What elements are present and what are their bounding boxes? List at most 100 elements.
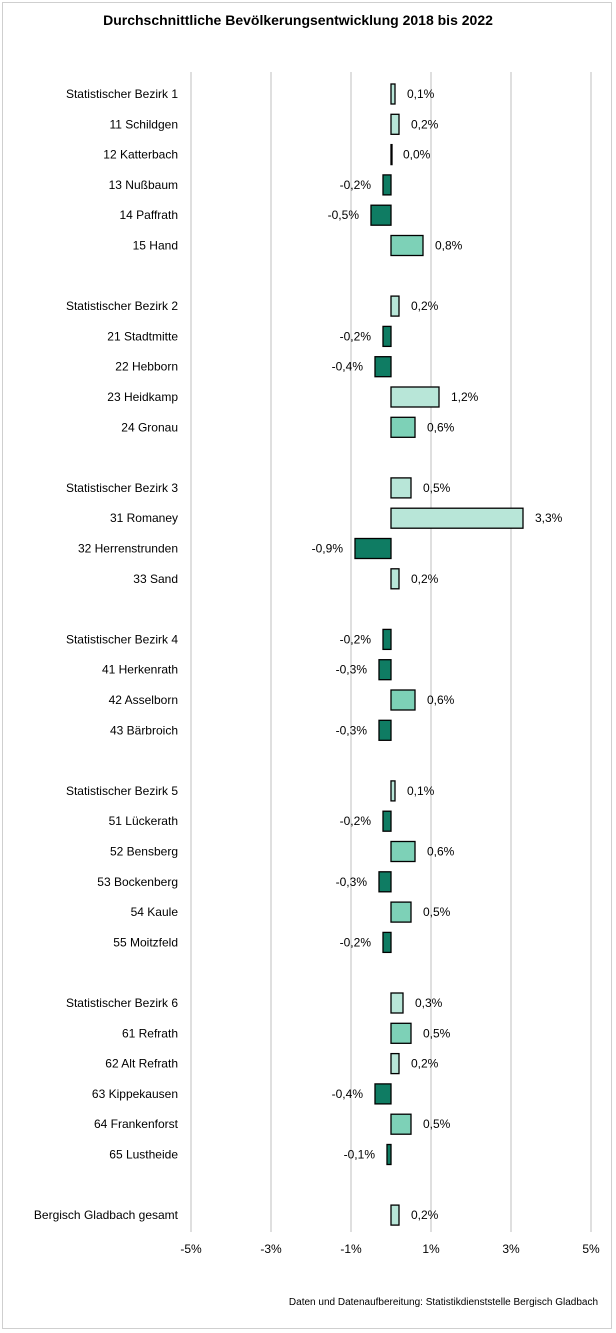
bar — [390, 234, 424, 257]
data-label: -0,2% — [340, 632, 372, 646]
data-label: 0,2% — [411, 117, 439, 131]
bar — [390, 1204, 400, 1226]
category-label: Statistischer Bezirk 3 — [66, 481, 178, 495]
bar — [390, 689, 416, 711]
x-tick-label: -5% — [180, 1242, 202, 1256]
bar — [382, 931, 392, 954]
bar — [378, 719, 392, 741]
bar — [390, 507, 524, 529]
bar — [370, 204, 392, 226]
data-label: -0,2% — [340, 814, 372, 828]
bar — [386, 1143, 392, 1166]
data-label: 0,2% — [411, 1057, 439, 1071]
x-tick-label: 3% — [502, 1242, 520, 1256]
data-label: 1,2% — [451, 390, 479, 404]
bar — [390, 780, 396, 802]
category-label: 64 Frankenforst — [94, 1117, 179, 1131]
data-label: 0,8% — [435, 239, 463, 253]
data-label: 0,2% — [411, 572, 439, 586]
category-label: 13 Nußbaum — [109, 178, 178, 192]
data-label: 0,2% — [411, 299, 439, 313]
data-label: 0,5% — [423, 1026, 451, 1040]
data-label: 0,6% — [427, 845, 455, 859]
category-label: 42 Asselborn — [109, 693, 178, 707]
x-tick-label: -3% — [260, 1242, 282, 1256]
bar — [390, 568, 400, 590]
category-label: 31 Romaney — [110, 511, 178, 525]
category-label: 15 Hand — [133, 239, 178, 253]
data-label: 0,6% — [427, 420, 455, 434]
chart-title: Durchschnittliche Bevölkerungsentwicklun… — [103, 12, 493, 28]
bar — [390, 1052, 400, 1075]
bar — [390, 1113, 412, 1135]
bar — [382, 628, 392, 651]
category-label: 12 Katterbach — [103, 148, 178, 162]
category-label: Statistischer Bezirk 4 — [66, 632, 178, 646]
bar — [390, 1022, 412, 1044]
data-label: -0,4% — [332, 1087, 364, 1101]
data-label: -0,2% — [340, 329, 372, 343]
bar — [382, 325, 392, 348]
bar — [390, 840, 416, 863]
category-label: Statistischer Bezirk 6 — [66, 996, 178, 1010]
data-label: -0,5% — [328, 208, 360, 222]
category-label: 14 Paffrath — [120, 208, 179, 222]
bar — [382, 174, 392, 196]
category-label: 65 Lustheide — [109, 1148, 178, 1162]
category-label: 52 Bensberg — [110, 845, 178, 859]
data-label: 0,2% — [411, 1208, 439, 1222]
source-note: Daten und Datenaufbereitung: Statistikdi… — [288, 1297, 598, 1308]
category-label: Statistischer Bezirk 2 — [66, 299, 178, 313]
category-label: 41 Herkenrath — [102, 663, 178, 677]
bar — [390, 113, 400, 135]
data-label: 0,6% — [427, 693, 455, 707]
category-label: 11 Schildgen — [110, 117, 179, 131]
category-label: 51 Lückerath — [109, 814, 178, 828]
category-label: 62 Alt Refrath — [105, 1057, 178, 1071]
category-label: 33 Sand — [133, 572, 178, 586]
category-label: 61 Refrath — [122, 1026, 178, 1040]
data-label: 0,0% — [403, 148, 431, 162]
bar — [354, 537, 392, 560]
bar — [390, 143, 393, 166]
bar — [390, 477, 412, 499]
category-label: 32 Herrenstrunden — [78, 542, 178, 556]
category-label: 54 Kaule — [131, 905, 179, 919]
category-label: Bergisch Gladbach gesamt — [34, 1208, 179, 1222]
data-label: -0,4% — [332, 360, 364, 374]
data-label: 0,1% — [407, 784, 435, 798]
data-label: 0,5% — [423, 1117, 451, 1131]
bar — [374, 1083, 392, 1105]
category-label: 53 Bockenberg — [97, 875, 178, 889]
data-label: 3,3% — [535, 511, 563, 525]
bar — [390, 386, 440, 408]
x-tick-label: -1% — [340, 1242, 362, 1256]
data-label: 0,5% — [423, 481, 451, 495]
category-label: 63 Kippekausen — [92, 1087, 178, 1101]
category-label: Statistischer Bezirk 5 — [66, 784, 178, 798]
data-label: -0,1% — [344, 1148, 376, 1162]
data-label: -0,3% — [336, 875, 368, 889]
bar — [390, 901, 412, 923]
category-label: 24 Gronau — [121, 420, 178, 434]
data-label: -0,3% — [336, 723, 368, 737]
data-label: -0,2% — [340, 935, 372, 949]
bar — [390, 83, 396, 105]
bar — [378, 871, 392, 893]
x-tick-label: 1% — [422, 1242, 440, 1256]
category-label: 55 Moitzfeld — [113, 935, 178, 949]
bar — [390, 992, 404, 1014]
bar — [390, 295, 400, 317]
bar — [382, 810, 392, 832]
bar — [378, 659, 392, 681]
bar — [390, 416, 416, 438]
data-label: -0,9% — [312, 542, 344, 556]
category-label: 22 Hebborn — [115, 360, 178, 374]
x-tick-label: 5% — [582, 1242, 600, 1256]
data-label: 0,1% — [407, 87, 435, 101]
data-label: -0,2% — [340, 178, 372, 192]
category-label: 21 Stadtmitte — [107, 329, 178, 343]
data-label: 0,3% — [415, 996, 443, 1010]
